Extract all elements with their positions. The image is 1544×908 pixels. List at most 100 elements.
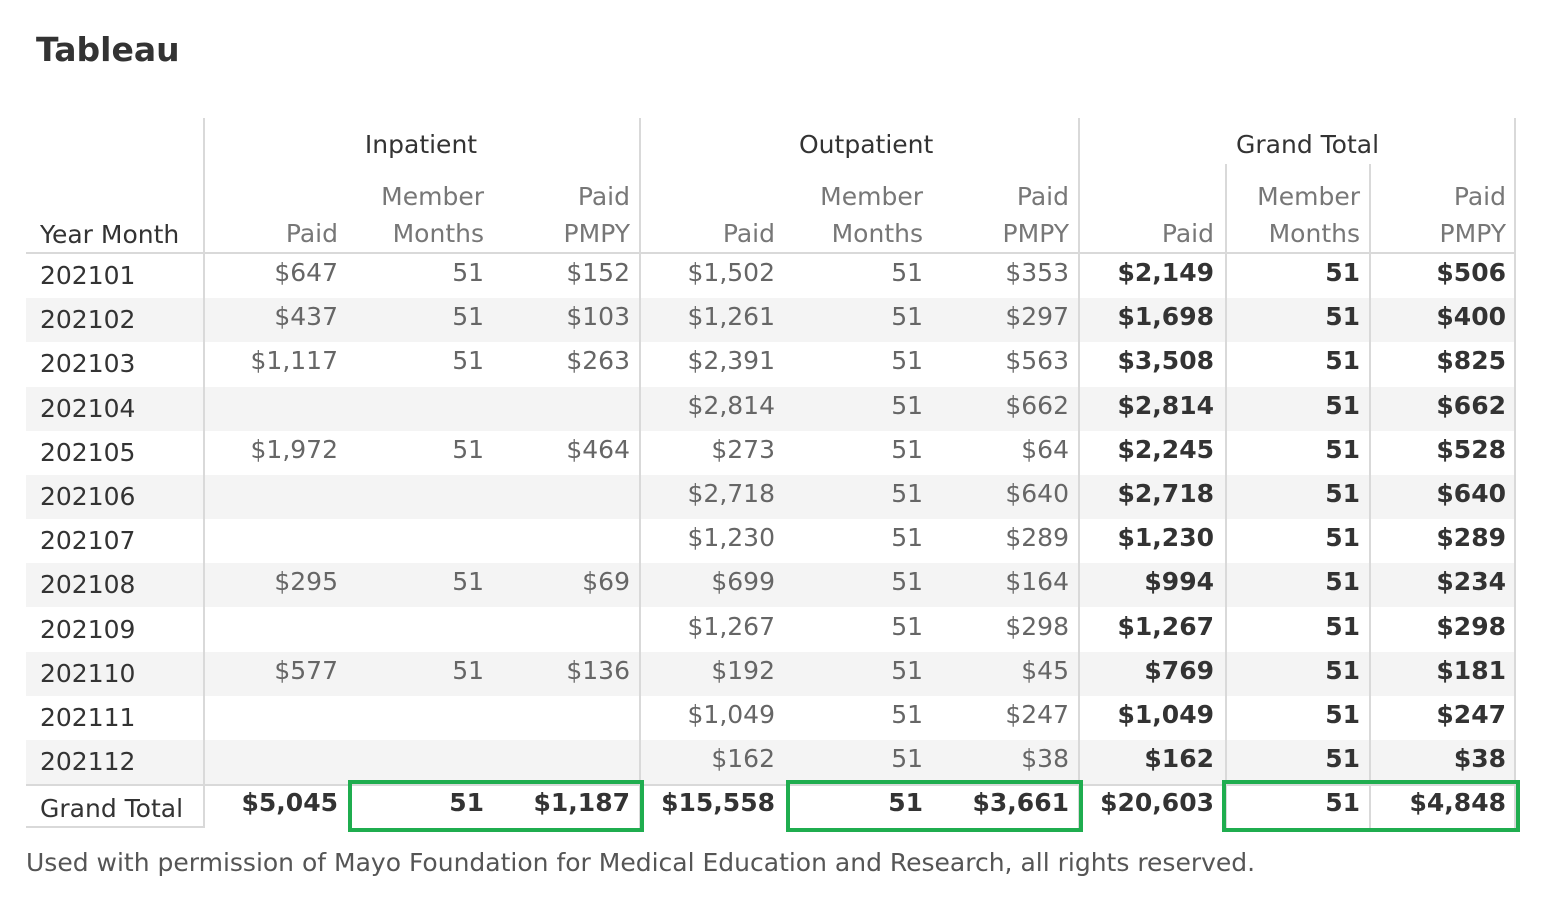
column-header-line: [1064, 178, 1214, 215]
table-cell: 51: [452, 302, 484, 332]
column-header: Paid: [188, 178, 338, 252]
table-cell: $1,049: [687, 700, 775, 729]
grand-total-cell: 51: [888, 788, 923, 818]
divider: [203, 118, 205, 828]
table-cell: $297: [1005, 302, 1069, 332]
table-cell: 51: [891, 611, 923, 641]
divider: [1514, 118, 1516, 828]
table-cell: $103: [566, 302, 630, 332]
table-cell: 51: [891, 346, 923, 376]
table-cell: $1,049: [1117, 700, 1214, 729]
grand-total-cell: $15,558: [661, 788, 775, 818]
highlight-box: [348, 780, 644, 833]
table-cell: $1,698: [1117, 302, 1214, 332]
column-header-line: Paid: [722, 219, 775, 248]
group-header: Inpatient: [364, 130, 478, 159]
row-label: 202102: [40, 305, 136, 335]
table-cell: $563: [1005, 346, 1069, 376]
table-cell: $662: [1436, 390, 1506, 420]
row-label: 202109: [40, 614, 136, 644]
table-cell: $38: [1453, 744, 1506, 774]
column-header: Paid: [625, 178, 775, 252]
table-cell: $2,814: [1117, 390, 1214, 420]
crosstab-table: Inpatient Outpatient Grand Total Year Month…: [26, 118, 1520, 833]
column-header: Member Months: [334, 178, 484, 252]
table-cell: 51: [891, 700, 923, 729]
grand-total-cell: $1,187: [533, 788, 630, 818]
row-label: 202103: [40, 349, 136, 379]
divider: [639, 118, 641, 828]
column-header: Member Months: [773, 178, 923, 252]
divider: [1078, 118, 1080, 828]
table-cell: $45: [1021, 655, 1069, 685]
table-cell: $640: [1436, 479, 1506, 508]
table-cell: $994: [1144, 567, 1214, 597]
column-header: Paid: [1064, 178, 1214, 252]
table-cell: $295: [274, 567, 338, 597]
table-cell: 51: [1325, 258, 1360, 287]
column-header-line: Months: [831, 219, 923, 248]
table-cell: 51: [1325, 523, 1360, 553]
column-header-line: PMPY: [1002, 219, 1069, 248]
row-stripe: [26, 475, 1516, 519]
column-header: Member Months: [1210, 178, 1360, 252]
table-cell: 51: [452, 655, 484, 685]
grand-total-cell: $3,661: [972, 788, 1069, 818]
column-header-line: Member: [820, 182, 923, 211]
table-cell: 51: [891, 523, 923, 553]
table-cell: $273: [711, 434, 775, 464]
table-cell: 51: [1325, 611, 1360, 641]
table-cell: $577: [274, 655, 338, 685]
grand-total-cell: $20,603: [1100, 788, 1214, 818]
table-cell: 51: [1325, 434, 1360, 464]
table-cell: $3,508: [1117, 346, 1214, 376]
table-cell: $699: [711, 567, 775, 597]
table-cell: $289: [1005, 523, 1069, 553]
row-label: 202107: [40, 526, 136, 556]
table-cell: 51: [891, 567, 923, 597]
table-cell: 51: [891, 302, 923, 332]
table-cell: 51: [1325, 302, 1360, 332]
page-title: Tableau: [36, 30, 180, 69]
grand-total-cell: $4,848: [1409, 788, 1506, 818]
row-header-label: Year Month: [40, 220, 180, 249]
table-cell: $152: [566, 258, 630, 287]
highlight-box: [786, 780, 1083, 833]
column-header-line: Paid: [1453, 182, 1506, 211]
grand-total-cell: 51: [449, 788, 484, 818]
table-cell: $263: [566, 346, 630, 376]
column-header-line: Months: [392, 219, 484, 248]
column-header: Paid PMPY: [480, 178, 630, 252]
column-header-line: Member: [1257, 182, 1360, 211]
table-cell: $2,814: [687, 390, 775, 420]
table-cell: $2,718: [1117, 479, 1214, 508]
row-stripe: [26, 298, 1516, 343]
group-header: Grand Total: [1236, 130, 1380, 159]
table-cell: $2,245: [1117, 434, 1214, 464]
grand-total-cell: 51: [1325, 788, 1360, 818]
header-rule: [26, 252, 1516, 254]
table-cell: $1,230: [1117, 523, 1214, 553]
table-cell: $164: [1005, 567, 1069, 597]
table-cell: 51: [1325, 744, 1360, 774]
table-cell: $162: [1144, 744, 1214, 774]
table-cell: 51: [452, 434, 484, 464]
table-cell: $234: [1436, 567, 1506, 597]
column-header-line: Paid: [1161, 219, 1214, 248]
table-cell: $69: [582, 567, 630, 597]
column-header-line: Paid: [1016, 182, 1069, 211]
divider: [1369, 164, 1371, 828]
table-cell: $2,391: [687, 346, 775, 376]
row-label: 202108: [40, 570, 136, 600]
table-cell: $247: [1005, 700, 1069, 729]
grand-total-label: Grand Total: [40, 794, 184, 824]
row-stripe: [26, 386, 1516, 431]
column-header-line: Months: [1268, 219, 1360, 248]
table-cell: 51: [891, 434, 923, 464]
row-label: 202104: [40, 393, 136, 423]
table-cell: $825: [1436, 346, 1506, 376]
table-cell: $1,267: [1117, 611, 1214, 641]
column-header-line: Member: [381, 182, 484, 211]
table-cell: 51: [891, 655, 923, 685]
table-cell: $298: [1005, 611, 1069, 641]
